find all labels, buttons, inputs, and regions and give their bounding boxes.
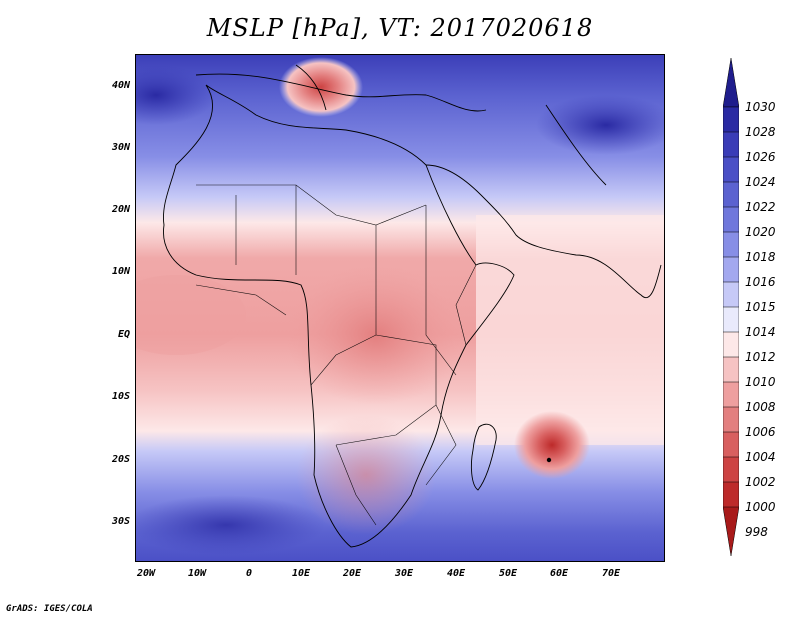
x-tick-label: 30E xyxy=(394,568,414,579)
map-canvas xyxy=(136,55,664,561)
colorbar-segment xyxy=(723,431,739,458)
y-tick-label: 20S xyxy=(111,454,130,465)
colorbar-segment xyxy=(723,181,739,208)
colorbar-segment xyxy=(723,506,739,556)
colorbar-segment xyxy=(723,481,739,508)
colorbar-label: 1000 xyxy=(745,500,776,514)
colorbar-label: 1006 xyxy=(745,425,776,439)
y-tick-label: 30S xyxy=(111,516,130,527)
x-tick-label: 40E xyxy=(446,568,466,579)
colorbar-label: 1026 xyxy=(745,150,776,164)
y-tick-label: 30N xyxy=(111,142,130,153)
colorbar-segment xyxy=(723,231,739,258)
x-tick-label: 70E xyxy=(601,568,621,579)
colorbar-segment xyxy=(723,156,739,183)
colorbar-label: 1018 xyxy=(745,250,776,264)
colorbar-label: 1022 xyxy=(745,200,776,214)
x-tick-label: 20W xyxy=(136,568,156,579)
colorbar-label: 1014 xyxy=(745,325,776,339)
colorbar-label: 998 xyxy=(745,525,768,539)
x-tick-label: 50E xyxy=(498,568,518,579)
colorbar-segment xyxy=(723,281,739,308)
x-tick-label: 0 xyxy=(245,568,253,579)
colorbar-segment xyxy=(723,381,739,408)
plot-title: MSLP [hPa], VT: 2017020618 xyxy=(206,14,594,42)
x-tick-label: 10E xyxy=(291,568,311,579)
colorbar-label: 1002 xyxy=(745,475,776,489)
y-tick-label: 40N xyxy=(111,80,130,91)
colorbar-label: 1028 xyxy=(745,125,776,139)
y-tick-label: EQ xyxy=(117,329,130,340)
colorbar-label: 1015 xyxy=(745,300,776,314)
colorbar-segment xyxy=(723,406,739,433)
colorbar-segment xyxy=(723,331,739,358)
colorbar-segment xyxy=(723,131,739,158)
y-tick-label: 10N xyxy=(111,266,130,277)
colorbar-label: 1024 xyxy=(745,175,776,189)
colorbar-label: 1010 xyxy=(745,375,776,389)
colorbar-segment xyxy=(723,206,739,233)
x-tick-label: 60E xyxy=(549,568,569,579)
x-tick-label: 20E xyxy=(342,568,362,579)
y-tick-label: 10S xyxy=(111,391,130,402)
country-borders xyxy=(195,184,477,526)
colorbar-label: 1020 xyxy=(745,225,776,239)
mslp-map xyxy=(135,54,665,562)
colorbar-label: 1008 xyxy=(745,400,776,414)
colorbar-label: 1016 xyxy=(745,275,776,289)
x-tick-label: 10W xyxy=(187,568,207,579)
y-tick-label: 20N xyxy=(111,204,130,215)
colorbar xyxy=(723,58,739,556)
colorbar-segment xyxy=(723,356,739,383)
colorbar-label: 1004 xyxy=(745,450,776,464)
colorbar-segment xyxy=(723,256,739,283)
coastlines xyxy=(163,64,662,548)
colorbar-segment xyxy=(723,58,739,108)
colorbar-segment xyxy=(723,306,739,333)
colorbar-label: 1030 xyxy=(745,100,776,114)
colorbar-segment xyxy=(723,106,739,133)
colorbar-label: 1012 xyxy=(745,350,776,364)
colorbar-segment xyxy=(723,456,739,483)
footer-credit: GrADS: IGES/COLA xyxy=(6,604,93,614)
